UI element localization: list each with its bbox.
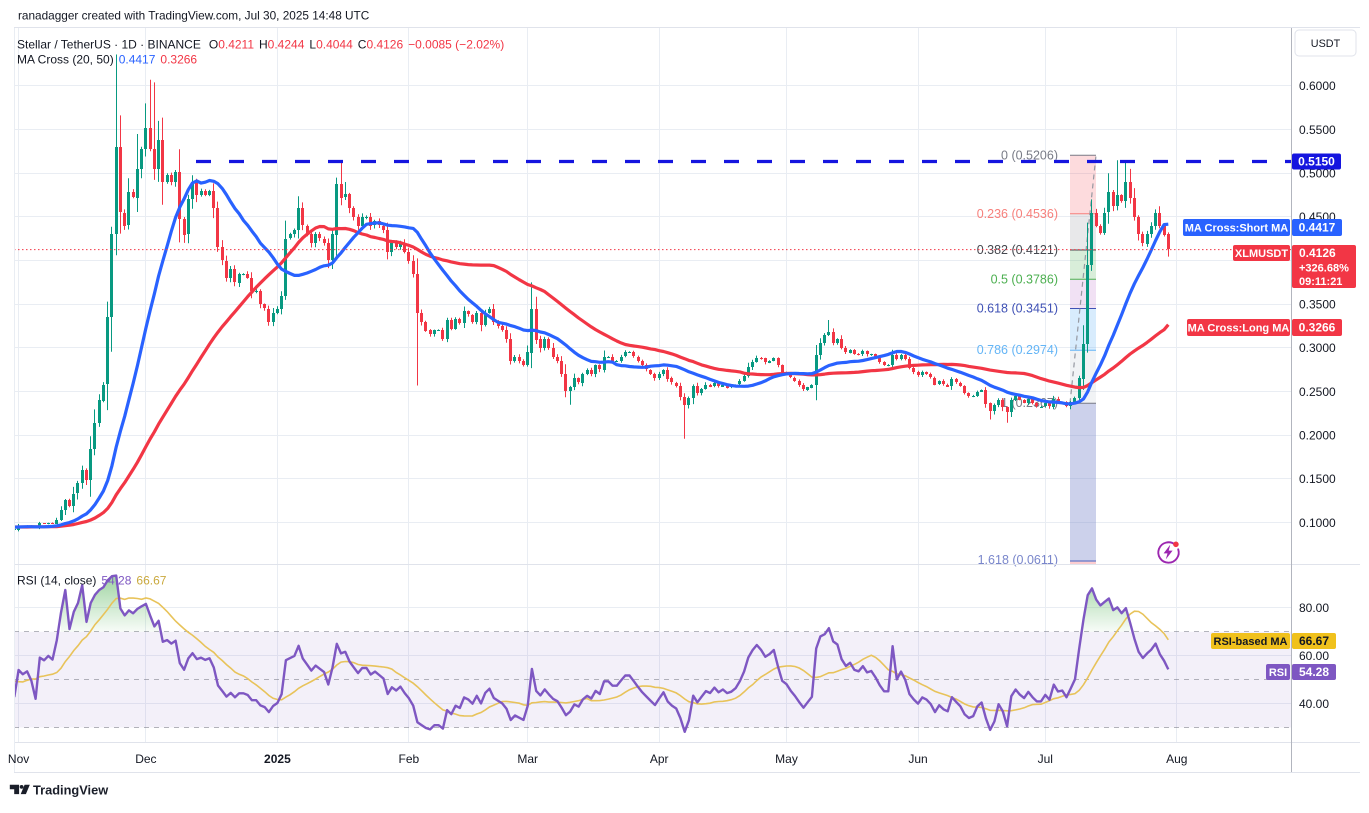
- svg-text:0.3500: 0.3500: [1299, 297, 1336, 311]
- svg-text:0.5500: 0.5500: [1299, 123, 1336, 137]
- svg-text:0.236 (0.4536): 0.236 (0.4536): [977, 207, 1058, 221]
- svg-text:0.786 (0.2974): 0.786 (0.2974): [977, 343, 1058, 357]
- svg-text:May: May: [775, 752, 798, 766]
- svg-text:0.1000: 0.1000: [1299, 516, 1336, 530]
- svg-text:0.1500: 0.1500: [1299, 472, 1336, 486]
- svg-text:0.5150: 0.5150: [1298, 155, 1335, 169]
- svg-text:0.3266: 0.3266: [1299, 321, 1336, 335]
- svg-text:60.00: 60.00: [1299, 649, 1329, 663]
- svg-text:Jul: Jul: [1038, 752, 1053, 766]
- svg-text:0.5 (0.3786): 0.5 (0.3786): [991, 272, 1058, 286]
- svg-text:0.4417: 0.4417: [1299, 221, 1336, 235]
- svg-text:0.4126: 0.4126: [1299, 246, 1336, 260]
- svg-text:1.618 (0.0611): 1.618 (0.0611): [978, 553, 1058, 567]
- svg-text:0.6000: 0.6000: [1299, 79, 1336, 93]
- svg-text:Nov: Nov: [8, 752, 29, 766]
- svg-text:ranadagger created with Tradin: ranadagger created with TradingView.com,…: [18, 9, 370, 23]
- svg-text:0 (0.5206): 0 (0.5206): [1001, 148, 1058, 162]
- svg-text:66.67: 66.67: [1299, 634, 1329, 648]
- svg-text:09:11:21: 09:11:21: [1299, 276, 1342, 288]
- svg-text:2025: 2025: [264, 752, 291, 766]
- svg-text:Feb: Feb: [399, 752, 420, 766]
- svg-text:Aug: Aug: [1166, 752, 1187, 766]
- svg-text:Jun: Jun: [908, 752, 927, 766]
- svg-text:Dec: Dec: [135, 752, 156, 766]
- svg-text:40.00: 40.00: [1299, 697, 1329, 711]
- svg-text:0.618 (0.3451): 0.618 (0.3451): [977, 302, 1058, 316]
- svg-text:+326.68%: +326.68%: [1299, 263, 1349, 275]
- svg-text:XLMUSDT: XLMUSDT: [1235, 248, 1288, 260]
- svg-text:MA Cross:Long MA: MA Cross:Long MA: [1188, 323, 1290, 335]
- svg-text:0.3000: 0.3000: [1299, 341, 1336, 355]
- svg-text:USDT: USDT: [1311, 38, 1341, 50]
- svg-text:0.2500: 0.2500: [1299, 385, 1336, 399]
- svg-text:RSI: RSI: [1269, 667, 1287, 679]
- svg-text:0.382 (0.4121): 0.382 (0.4121): [977, 243, 1058, 257]
- svg-text:MA Cross:Short MA: MA Cross:Short MA: [1185, 223, 1289, 235]
- svg-text:0.5000: 0.5000: [1299, 166, 1336, 180]
- svg-text:80.00: 80.00: [1299, 601, 1329, 615]
- svg-text:RSI-based MA: RSI-based MA: [1214, 636, 1288, 648]
- svg-text:TradingView: TradingView: [33, 783, 108, 798]
- svg-text:Stellar / TetherUS · 1D · BINA: Stellar / TetherUS · 1D · BINANCE O0.4211…: [17, 38, 504, 52]
- svg-text:54.28: 54.28: [1299, 665, 1329, 679]
- svg-text:Apr: Apr: [650, 752, 669, 766]
- svg-text:0.2000: 0.2000: [1299, 428, 1336, 442]
- svg-text:Mar: Mar: [517, 752, 538, 766]
